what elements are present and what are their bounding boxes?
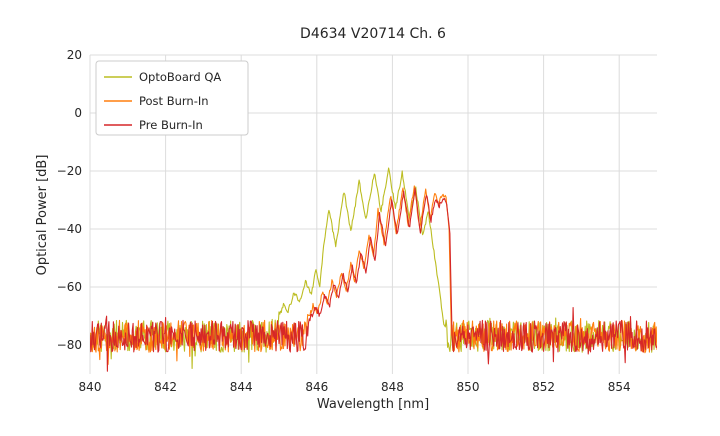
x-tick-label: 850 [457, 380, 480, 394]
chart-title: D4634 V20714 Ch. 6 [300, 26, 446, 42]
x-tick-label: 848 [381, 380, 404, 394]
y-axis-label: Optical Power [dB] [35, 155, 50, 276]
x-tick-label: 842 [154, 380, 177, 394]
series-line-optoboard-qa [90, 167, 657, 370]
y-tick-label: −60 [57, 280, 82, 294]
series-lines [90, 167, 657, 372]
x-tick-label: 844 [230, 380, 253, 394]
x-tick-label: 852 [532, 380, 555, 394]
y-tick-label: 0 [74, 106, 82, 120]
x-tick-label: 854 [608, 380, 631, 394]
legend: OptoBoard QA Post Burn-In Pre Burn-In [95, 60, 249, 136]
y-tick-label: −40 [57, 222, 82, 236]
y-tick-label: 20 [67, 48, 82, 62]
y-tick-label: −80 [57, 338, 82, 352]
x-tick-label: 840 [79, 380, 102, 394]
x-tick-label: 846 [305, 380, 328, 394]
legend-label: Post Burn-In [139, 94, 209, 108]
axis-tick-labels: 840 842 844 846 848 850 852 854 20 0 −20 −40 −60 −80 [57, 48, 631, 394]
x-axis-label: Wavelength [nm] [317, 397, 429, 412]
series-line-pre-burn-in [90, 187, 657, 372]
y-tick-label: −20 [57, 164, 82, 178]
legend-label: OptoBoard QA [139, 70, 221, 84]
legend-box [95, 60, 249, 136]
legend-label: Pre Burn-In [139, 118, 203, 132]
